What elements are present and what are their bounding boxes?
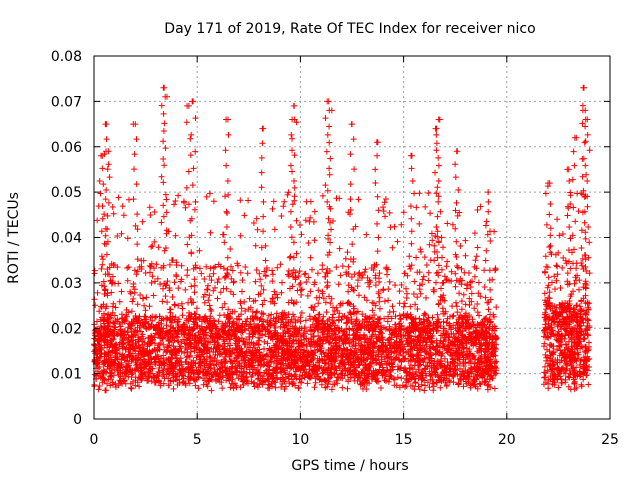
y-tick-label: 0.06 bbox=[51, 140, 82, 156]
y-tick-label: 0.03 bbox=[51, 276, 82, 292]
y-axis-label: ROTI / TECUs bbox=[6, 192, 22, 284]
x-tick-label: 15 bbox=[395, 432, 413, 448]
y-tick-label: 0 bbox=[73, 412, 82, 428]
x-tick-label: 10 bbox=[291, 432, 309, 448]
x-tick-label: 0 bbox=[90, 432, 99, 448]
chart-title: Day 171 of 2019, Rate Of TEC Index for r… bbox=[164, 21, 535, 37]
x-axis-label: GPS time / hours bbox=[291, 458, 408, 474]
grid-lines bbox=[94, 56, 610, 419]
x-tick-label: 5 bbox=[193, 432, 202, 448]
y-tick-label: 0.02 bbox=[51, 321, 82, 337]
y-tick-label: 0.05 bbox=[51, 185, 82, 201]
data-points bbox=[91, 84, 593, 394]
y-tick-label: 0.08 bbox=[51, 49, 82, 65]
y-axis-ticks: 0 0.01 0.02 0.03 0.04 0.05 0.06 0.07 0.08 bbox=[51, 49, 610, 428]
x-tick-label: 20 bbox=[498, 432, 516, 448]
y-tick-label: 0.07 bbox=[51, 94, 82, 110]
y-tick-label: 0.01 bbox=[51, 367, 82, 383]
x-tick-label: 25 bbox=[601, 432, 619, 448]
x-axis-ticks: 0 5 10 15 20 25 bbox=[90, 56, 619, 448]
y-tick-label: 0.04 bbox=[51, 231, 82, 247]
roti-point-markers bbox=[91, 84, 593, 394]
